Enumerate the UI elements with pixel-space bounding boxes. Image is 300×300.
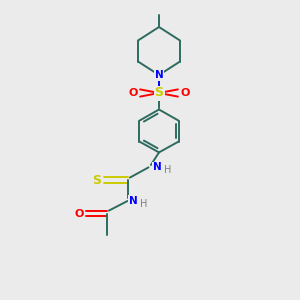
Text: N: N: [129, 196, 138, 206]
Text: H: H: [164, 165, 172, 175]
Text: O: O: [180, 88, 190, 98]
Text: O: O: [74, 208, 84, 219]
Text: S: S: [92, 173, 101, 187]
Text: N: N: [152, 162, 161, 172]
Text: S: S: [154, 86, 164, 100]
Text: H: H: [140, 199, 148, 209]
Text: N: N: [154, 70, 164, 80]
Text: O: O: [128, 88, 138, 98]
